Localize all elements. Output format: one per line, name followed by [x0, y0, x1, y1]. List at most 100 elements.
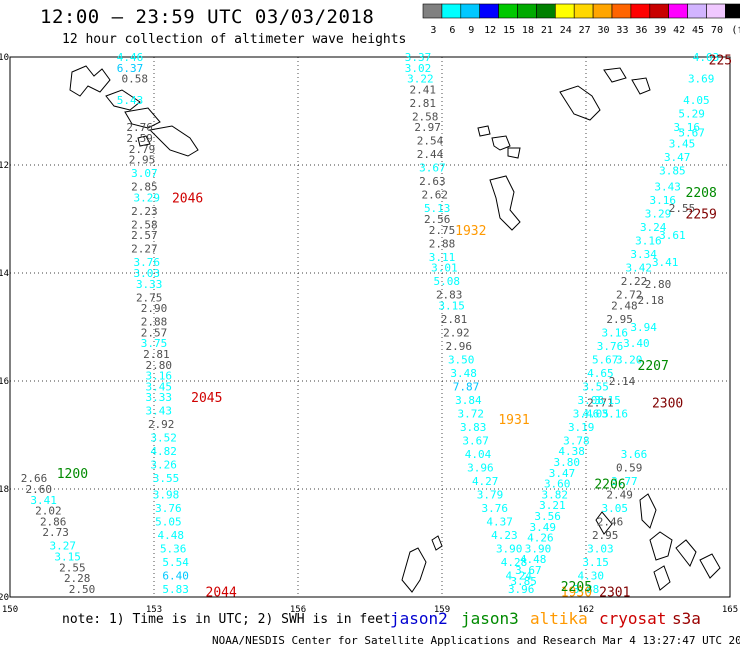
wave-height-value: 2.97 [414, 121, 441, 134]
wave-height-value: 3.67 [515, 564, 542, 577]
wave-height-value: 2.57 [141, 326, 168, 339]
colorbar-label: 30 [598, 25, 610, 36]
wave-height-value: 4.48 [520, 553, 547, 566]
wave-height-value: 2.95 [592, 529, 619, 542]
pass-time-label: 2205 [561, 580, 592, 595]
wave-height-value: 3.67 [462, 434, 489, 447]
wave-height-value: 3.90 [525, 542, 552, 555]
wave-height-value: 3.07 [131, 167, 158, 180]
wave-height-value: 3.45 [146, 380, 173, 393]
wave-height-value: 2.18 [638, 294, 665, 307]
wave-height-value: 3.50 [448, 353, 475, 366]
wave-height-value: 2.59 [126, 132, 153, 145]
wave-height-value: 4.28 [501, 556, 528, 569]
wave-height-value: 2.75 [136, 291, 163, 304]
pass-time-label: 2207 [638, 359, 669, 374]
wave-height-value: 2.76 [126, 121, 153, 134]
wave-height-value: 2.66 [21, 472, 48, 485]
wave-height-value: 3.83 [460, 421, 487, 434]
y-tick-label: 20 [0, 593, 9, 603]
x-tick-label: 162 [578, 605, 594, 615]
pass-time-label: 2046 [172, 191, 203, 206]
colorbar-label: 6 [449, 25, 455, 36]
wave-height-value: 3.69 [688, 73, 715, 86]
footer-note: note: 1) Time is in UTC; 2) SWH is in fe… [62, 612, 391, 627]
wave-height-value: 4.26 [527, 532, 554, 545]
colorbar-swatch [725, 3, 740, 19]
wave-height-value: 3.61 [659, 229, 686, 242]
wave-height-value: 3.16 [674, 121, 701, 134]
wave-height-value: 2.80 [146, 359, 173, 372]
wave-height-value: 2.57 [131, 229, 158, 242]
x-tick-label: 165 [722, 605, 738, 615]
wave-height-value: 2.86 [40, 515, 67, 528]
wave-height-value: 3.96 [508, 583, 535, 596]
wave-height-value: 2.92 [443, 326, 470, 339]
wave-height-value: 2.60 [26, 483, 53, 496]
wave-height-value: 3.88 [573, 583, 600, 596]
wave-height-value: 4.05 [582, 407, 609, 420]
wave-height-value: 3.76 [482, 502, 509, 515]
wave-height-value: 3.94 [630, 321, 657, 334]
wave-height-value: 2.27 [131, 243, 158, 256]
colorbar-label: 21 [541, 25, 553, 36]
pass-time-label: 2300 [652, 397, 683, 412]
wave-height-value: 3.03 [587, 542, 614, 555]
page-subtitle: 12 hour collection of altimeter wave hei… [62, 32, 407, 47]
wave-height-value: 3.16 [602, 326, 629, 339]
colorbar-unit: (ft) [731, 25, 740, 36]
colorbar-label: 24 [560, 25, 572, 36]
wave-height-value: 5.36 [160, 542, 187, 555]
wave-height-value: 2.92 [148, 418, 175, 431]
satellite-jason2: jason2 [390, 609, 448, 628]
pass-time-label: 2044 [206, 586, 237, 601]
wave-height-value: 4.05 [683, 94, 710, 107]
wave-height-value: 3.66 [621, 448, 648, 461]
pass-time-label: 2259 [686, 208, 717, 223]
wave-height-value: 3.37 [405, 51, 432, 64]
wave-height-value: 3.52 [150, 432, 177, 445]
wave-height-value: 3.20 [616, 353, 643, 366]
wave-height-value: 3.77 [611, 475, 638, 488]
credit-line: NOAA/NESDIS Center for Satellite Applica… [212, 634, 740, 647]
wave-height-value: 5.54 [162, 556, 189, 569]
satellite-s3a: s3a [672, 609, 701, 628]
wave-height-value: 3.26 [150, 459, 177, 472]
wave-height-value: 3.01 [431, 262, 458, 275]
wave-height-value: 2.49 [606, 488, 633, 501]
wave-height-value: 2.88 [429, 237, 456, 250]
wave-height-value: 2.73 [42, 526, 69, 539]
wave-height-value: 4.24 [506, 569, 533, 582]
wave-height-value: 3.60 [544, 478, 571, 491]
wave-height-value: 3.21 [539, 499, 566, 512]
wave-height-value: 3.84 [455, 394, 482, 407]
wave-height-value: 5.29 [678, 108, 705, 121]
wave-height-value: 3.19 [568, 421, 595, 434]
wave-height-value: 5.43 [117, 94, 144, 107]
wave-height-value: 2.22 [621, 275, 648, 288]
wave-height-value: 0.58 [122, 73, 149, 86]
wave-height-value: 3.46 [573, 407, 600, 420]
wave-height-value: 2.55 [59, 561, 86, 574]
wave-height-value: 3.05 [602, 502, 629, 515]
wave-height-value: 3.79 [477, 488, 504, 501]
wave-height-value: 3.56 [534, 510, 561, 523]
x-tick-label: 150 [2, 605, 18, 615]
wave-height-value: 3.16 [635, 235, 662, 248]
pass-time-label: 1200 [57, 467, 88, 482]
wave-height-value: 3.48 [450, 367, 477, 380]
wave-height-value: 5.05 [155, 515, 182, 528]
y-tick-label: 12 [0, 161, 9, 171]
wave-height-value: 3.78 [563, 434, 590, 447]
wave-height-value: 3.24 [640, 221, 667, 234]
wave-height-value: 3.16 [650, 194, 677, 207]
wave-height-value: 2.71 [587, 397, 614, 410]
wave-height-value: 3.47 [549, 467, 576, 480]
wave-height-value: 3.43 [146, 405, 173, 418]
wave-height-value: 5.67 [678, 127, 705, 140]
pass-time-label: 1930 [561, 586, 592, 601]
wave-height-value: 3.02 [405, 62, 432, 75]
wave-height-value: 2.95 [129, 154, 156, 167]
wave-height-value: 3.33 [136, 278, 163, 291]
wave-height-value: 3.47 [664, 151, 691, 164]
